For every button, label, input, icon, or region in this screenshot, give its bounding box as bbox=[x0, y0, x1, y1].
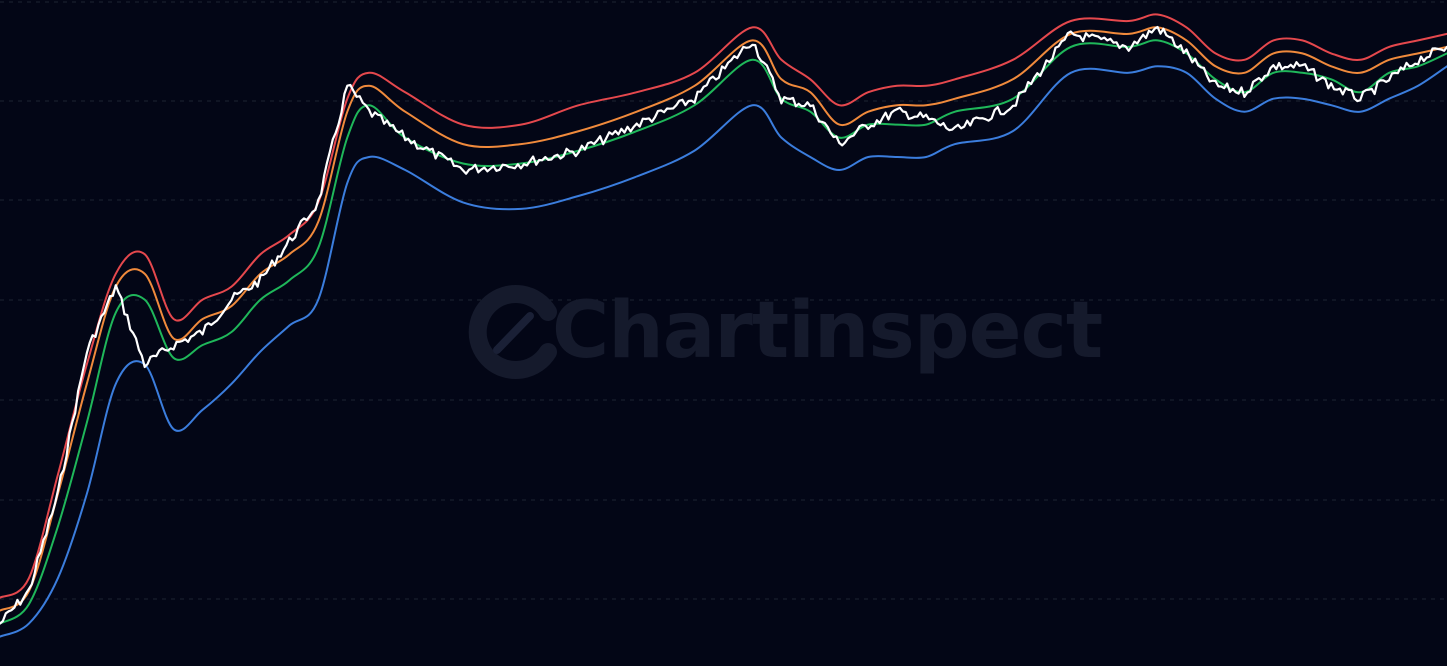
watermark-logo-icon bbox=[468, 285, 557, 379]
series-line-price bbox=[0, 25, 1447, 625]
series-layer bbox=[0, 13, 1447, 638]
series-line-band-orange bbox=[0, 26, 1447, 612]
series-line-band-red bbox=[0, 13, 1447, 599]
watermark-text: Chartinspect bbox=[552, 286, 1102, 376]
series-line-band-blue bbox=[0, 65, 1447, 638]
gridlines bbox=[0, 1, 1447, 600]
watermark: Chartinspect bbox=[468, 285, 1103, 379]
series-line-band-green bbox=[0, 39, 1447, 625]
